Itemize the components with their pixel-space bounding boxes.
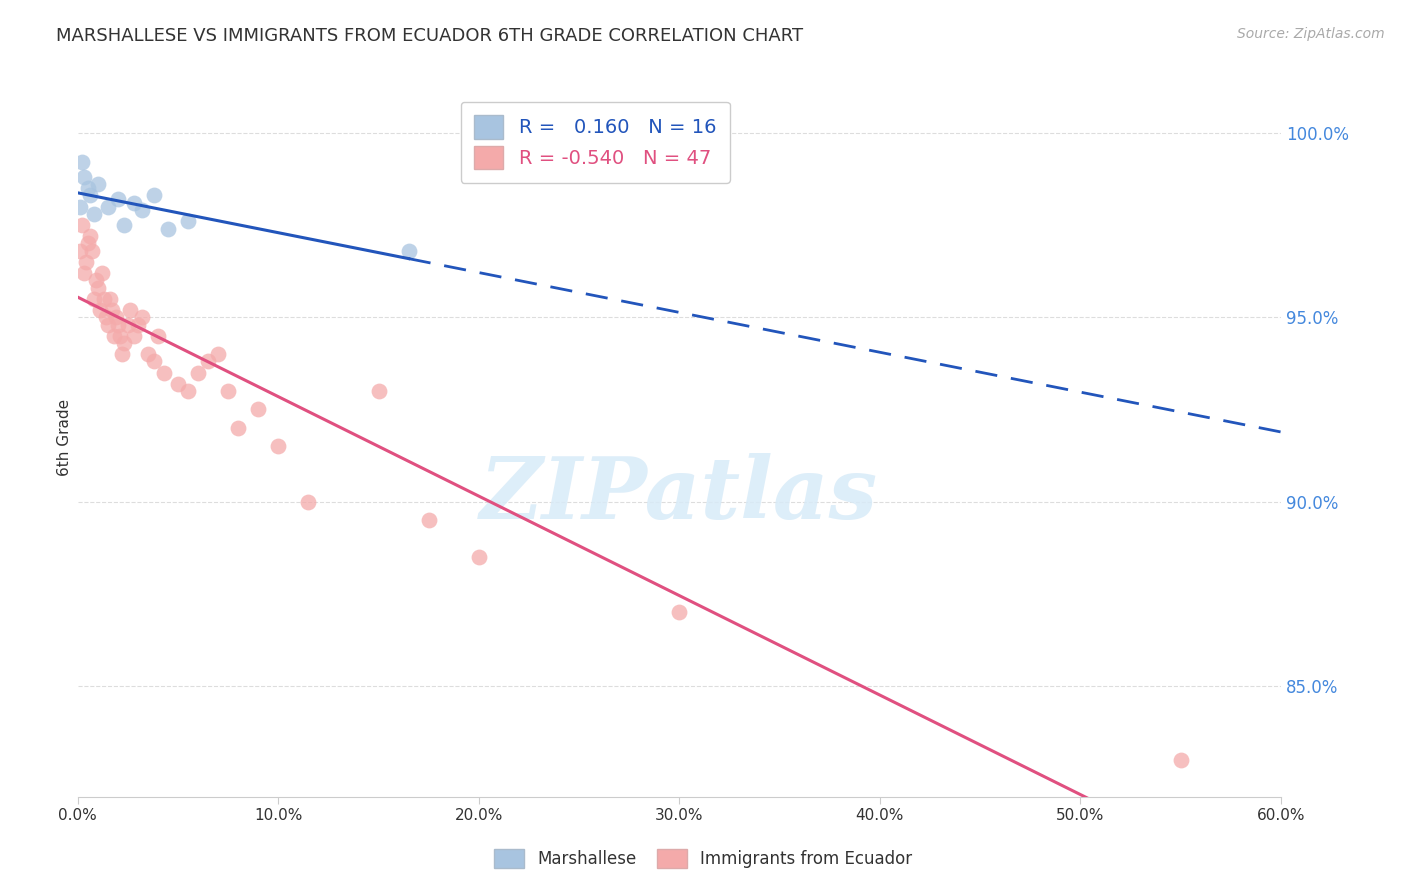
Legend: R =   0.160   N = 16, R = -0.540   N = 47: R = 0.160 N = 16, R = -0.540 N = 47 xyxy=(461,102,730,183)
Point xyxy=(143,188,166,202)
Point xyxy=(418,513,440,527)
Point xyxy=(108,328,131,343)
Point xyxy=(97,318,120,332)
Point xyxy=(75,255,97,269)
Point xyxy=(177,214,200,228)
Point xyxy=(131,310,153,325)
Point xyxy=(117,318,139,332)
Point xyxy=(143,354,166,368)
Point xyxy=(112,218,135,232)
Legend: Marshallese, Immigrants from Ecuador: Marshallese, Immigrants from Ecuador xyxy=(488,842,918,875)
Point xyxy=(70,155,93,169)
Point xyxy=(167,376,190,391)
Point xyxy=(122,328,145,343)
Point xyxy=(153,366,176,380)
Point xyxy=(83,207,105,221)
Point xyxy=(94,310,117,325)
Point xyxy=(468,549,491,564)
Text: Source: ZipAtlas.com: Source: ZipAtlas.com xyxy=(1237,27,1385,41)
Point xyxy=(98,292,121,306)
Text: MARSHALLESE VS IMMIGRANTS FROM ECUADOR 6TH GRADE CORRELATION CHART: MARSHALLESE VS IMMIGRANTS FROM ECUADOR 6… xyxy=(56,27,803,45)
Point xyxy=(87,178,110,192)
Point xyxy=(107,192,129,206)
Point xyxy=(226,421,249,435)
Point xyxy=(146,328,169,343)
Point xyxy=(87,281,110,295)
Point xyxy=(84,273,107,287)
Point xyxy=(187,366,209,380)
Point xyxy=(112,336,135,351)
Point xyxy=(131,203,153,218)
Point xyxy=(79,229,101,244)
Point xyxy=(267,439,290,453)
Point xyxy=(70,218,93,232)
Point xyxy=(297,494,319,508)
Point xyxy=(83,292,105,306)
Point xyxy=(101,302,124,317)
Point xyxy=(73,169,96,184)
Point xyxy=(118,302,141,317)
Point xyxy=(93,292,115,306)
Point xyxy=(97,200,120,214)
Point xyxy=(157,221,180,235)
Point xyxy=(367,384,389,398)
Point xyxy=(107,318,129,332)
Point xyxy=(247,402,270,417)
Point xyxy=(79,188,101,202)
Point xyxy=(80,244,103,258)
Point xyxy=(69,244,91,258)
Point xyxy=(111,347,134,361)
Point xyxy=(207,347,229,361)
Point xyxy=(398,244,420,258)
Point xyxy=(103,328,125,343)
Point xyxy=(1170,753,1192,767)
Point xyxy=(69,200,91,214)
Point xyxy=(122,195,145,210)
Point xyxy=(73,266,96,280)
Point xyxy=(91,266,114,280)
Point xyxy=(77,181,100,195)
Y-axis label: 6th Grade: 6th Grade xyxy=(58,399,72,475)
Text: ZIPatlas: ZIPatlas xyxy=(481,453,879,536)
Point xyxy=(77,236,100,251)
Point xyxy=(177,384,200,398)
Point xyxy=(136,347,159,361)
Point xyxy=(89,302,111,317)
Point xyxy=(668,605,690,619)
Point xyxy=(197,354,219,368)
Point xyxy=(104,310,127,325)
Point xyxy=(127,318,149,332)
Point xyxy=(217,384,239,398)
